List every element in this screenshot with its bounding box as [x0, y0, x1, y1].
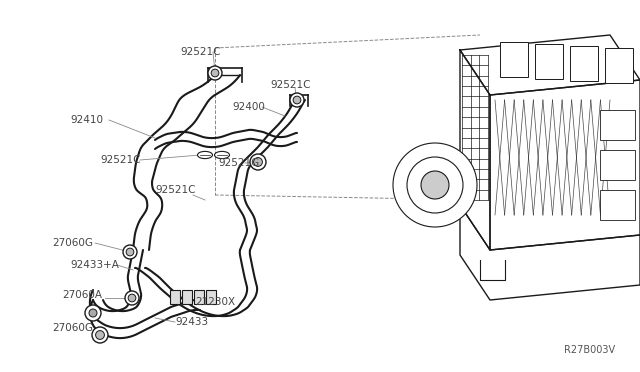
Circle shape: [92, 327, 108, 343]
Text: 27060A: 27060A: [62, 290, 102, 300]
Polygon shape: [460, 205, 640, 300]
Circle shape: [421, 171, 449, 199]
Text: 92521C: 92521C: [180, 47, 221, 57]
Bar: [500, 42, 528, 77]
Circle shape: [407, 157, 463, 213]
Circle shape: [128, 294, 136, 302]
Text: 21230X: 21230X: [195, 297, 235, 307]
Bar: [206, 290, 216, 304]
Circle shape: [290, 93, 304, 107]
Text: 92400: 92400: [232, 102, 265, 112]
Bar: [600, 110, 635, 140]
Circle shape: [208, 66, 222, 80]
Bar: [605, 48, 633, 83]
Circle shape: [125, 291, 139, 305]
Text: 92521G: 92521G: [218, 158, 259, 168]
Bar: [182, 290, 192, 304]
Polygon shape: [460, 50, 490, 250]
Text: 92521C: 92521C: [100, 155, 141, 165]
Text: 27060G: 27060G: [52, 323, 93, 333]
Circle shape: [293, 96, 301, 104]
Bar: [600, 190, 635, 220]
Ellipse shape: [198, 151, 212, 158]
Circle shape: [123, 245, 137, 259]
Polygon shape: [460, 35, 640, 95]
Polygon shape: [490, 80, 640, 250]
Circle shape: [253, 158, 262, 166]
Bar: [600, 150, 635, 180]
Circle shape: [211, 69, 219, 77]
Circle shape: [95, 331, 104, 339]
Bar: [194, 290, 204, 304]
Circle shape: [250, 154, 266, 170]
Circle shape: [126, 248, 134, 256]
Circle shape: [85, 305, 101, 321]
Circle shape: [393, 143, 477, 227]
Ellipse shape: [214, 151, 230, 158]
Text: R27B003V: R27B003V: [564, 345, 615, 355]
Text: 92521C: 92521C: [270, 80, 310, 90]
Text: 92521C: 92521C: [155, 185, 195, 195]
Bar: [570, 46, 598, 81]
Text: 92433+A: 92433+A: [70, 260, 119, 270]
Circle shape: [89, 309, 97, 317]
Text: 92410: 92410: [70, 115, 103, 125]
Bar: [170, 290, 180, 304]
Bar: [535, 44, 563, 79]
Text: 27060G: 27060G: [52, 238, 93, 248]
Text: 92433: 92433: [175, 317, 208, 327]
